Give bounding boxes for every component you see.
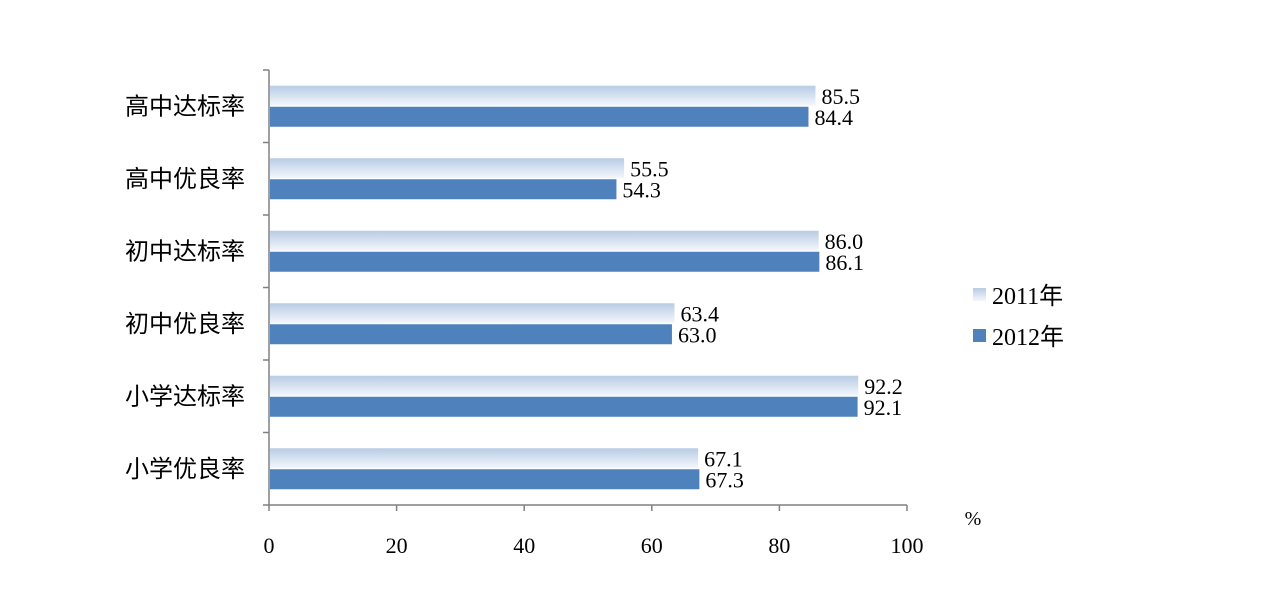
x-tick-label: 0 (264, 533, 275, 558)
x-tick-label: 60 (641, 533, 663, 558)
data-label: 92.1 (864, 395, 903, 420)
data-label: 92.2 (864, 374, 903, 399)
legend-swatch-2011 (973, 288, 986, 301)
category-label: 小学达标率 (125, 382, 245, 410)
bar-2012 (270, 179, 617, 200)
data-label: 85.5 (821, 84, 860, 109)
data-label: 67.3 (705, 467, 744, 492)
category-label: 小学优良率 (125, 455, 245, 483)
bar-2012 (270, 106, 809, 127)
bar-2011 (270, 375, 859, 396)
data-label: 63.0 (678, 322, 717, 347)
bar-2011 (270, 303, 675, 324)
category-label: 初中优良率 (125, 310, 245, 338)
bars (270, 85, 859, 490)
x-unit-label: % (965, 508, 982, 530)
bar-2011 (270, 158, 625, 179)
x-tick-label: 40 (513, 533, 535, 558)
data-label: 86.1 (825, 250, 864, 275)
data-label: 55.5 (630, 156, 669, 181)
data-label: 63.4 (680, 301, 719, 326)
bar-2011 (270, 230, 819, 251)
legend-label: 2012年 (992, 324, 1064, 351)
axes (263, 69, 908, 511)
x-tick-label: 100 (891, 533, 924, 558)
bar-2012 (270, 469, 700, 490)
x-tick-label: 80 (768, 533, 790, 558)
legend-swatch-2012 (973, 329, 986, 342)
x-tick-label: 20 (386, 533, 408, 558)
bar-2012 (270, 396, 858, 417)
category-label: 初中达标率 (125, 237, 245, 265)
legend-label: 2011年 (992, 283, 1063, 310)
bar-2012 (270, 251, 820, 272)
bar-2012 (270, 324, 672, 345)
category-label: 高中优良率 (125, 165, 245, 193)
bar-2011 (270, 448, 699, 469)
labels: 0 20 40 60 80 100% 高中达标率 85.584.4 高中优良率 55.554.3 初… (125, 84, 981, 558)
legend: 2011年 2012年 (973, 283, 1064, 351)
data-label: 54.3 (622, 177, 661, 202)
data-label: 67.1 (704, 446, 743, 471)
data-label: 84.4 (814, 105, 853, 130)
bar-2011 (270, 85, 816, 106)
data-label: 86.0 (825, 229, 864, 254)
category-label: 高中达标率 (125, 92, 245, 120)
